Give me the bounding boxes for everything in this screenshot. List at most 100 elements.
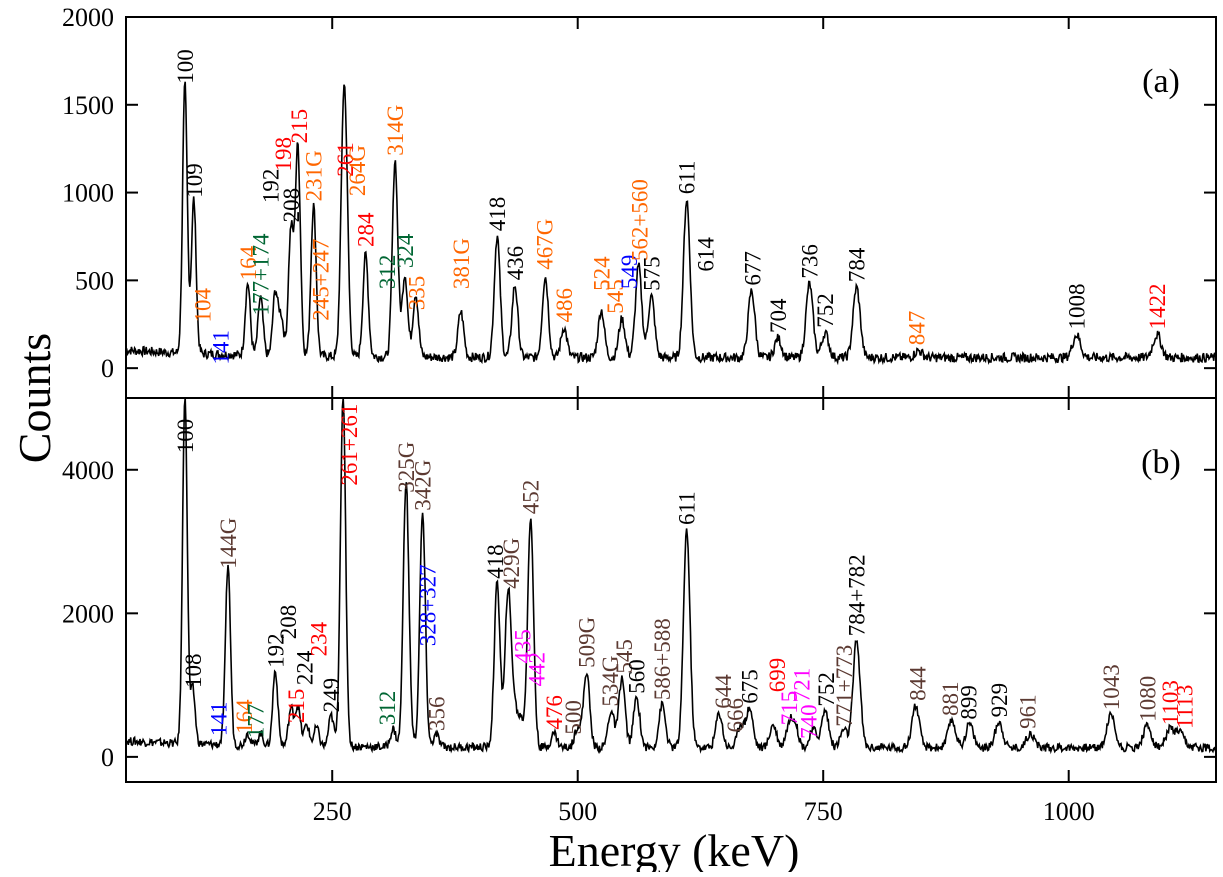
peak-label: 961 xyxy=(1016,694,1041,729)
peak-label: 611 xyxy=(675,161,700,195)
peak-label: 324 xyxy=(393,233,418,268)
peak-label: 245+247 xyxy=(308,239,333,321)
peak-label: 381G xyxy=(449,238,474,289)
peak-label: 545 xyxy=(612,639,637,674)
peak-label: 177 xyxy=(244,704,269,739)
peak-label: 335 xyxy=(405,276,430,311)
peak-label: 847 xyxy=(905,311,930,346)
peak-label: 208 xyxy=(276,605,301,640)
peak-label: 899 xyxy=(957,685,982,720)
peak-label: 476 xyxy=(542,695,567,730)
plot-frame-b xyxy=(125,397,1217,783)
peak-label: 418 xyxy=(485,197,510,232)
panel-label: (b) xyxy=(1141,444,1181,481)
peak-label: 704 xyxy=(766,298,791,333)
peak-label: 740 xyxy=(797,704,822,739)
peak-label: 715 xyxy=(777,691,802,726)
peak-label: 177+174 xyxy=(249,233,274,315)
panel-label: (a) xyxy=(1142,63,1180,100)
peak-label: 164 xyxy=(236,245,261,280)
peak-label: 164 xyxy=(232,699,257,734)
x-tick-label: 750 xyxy=(804,797,843,826)
x-tick-label: 500 xyxy=(558,797,597,826)
peak-label: 784+782 xyxy=(845,554,870,636)
x-axis-label: Energy (keV) xyxy=(549,825,800,872)
y-axis-label: Counts xyxy=(9,333,60,463)
peak-label: 675 xyxy=(738,669,763,704)
peak-label: 234 xyxy=(307,621,332,656)
peak-label: 435 xyxy=(511,629,536,664)
peak-label: 666 xyxy=(723,698,748,733)
peak-label: 418 xyxy=(483,544,508,579)
peak-label: 545 xyxy=(603,279,628,314)
spectrum-line-b xyxy=(125,397,1217,755)
peak-label: 784 xyxy=(845,247,870,282)
spectrum-line-a xyxy=(125,81,1217,366)
peak-label: 325G xyxy=(394,442,419,493)
peak-label: 752 xyxy=(814,672,839,707)
peak-label: 312 xyxy=(375,691,400,726)
peak-label: 192 xyxy=(263,633,288,668)
y-tick-label: 4000 xyxy=(62,456,114,485)
peak-label: 699 xyxy=(765,658,790,693)
peak-label: 224 xyxy=(293,650,318,685)
peak-label: 467G xyxy=(532,219,557,270)
peak-label: 264G xyxy=(345,145,370,196)
peak-label: 208 xyxy=(279,188,304,223)
y-tick-label: 2000 xyxy=(62,599,114,628)
peak-label: 192 xyxy=(258,169,283,204)
peak-label: 356 xyxy=(424,697,449,732)
peak-label: 452 xyxy=(519,480,544,515)
peak-label: 534G xyxy=(598,655,623,706)
peak-label: 524 xyxy=(589,256,614,291)
peak-label: 231G xyxy=(302,150,327,201)
peak-label: 342G xyxy=(411,460,436,511)
peak-label: 442 xyxy=(525,652,550,687)
peak-label: 881 xyxy=(938,682,963,717)
peak-label: 109 xyxy=(182,163,207,198)
peak-label: 929 xyxy=(987,683,1012,718)
peak-label: 500 xyxy=(561,700,586,735)
peak-label: 284 xyxy=(354,212,379,247)
peak-label: 644 xyxy=(711,674,736,709)
peak-label: 509G xyxy=(575,617,600,668)
peak-label: 844 xyxy=(906,666,931,701)
peak-label: 141 xyxy=(206,702,231,737)
peak-label: 141 xyxy=(208,330,233,365)
peak-label: 614 xyxy=(693,237,718,272)
panel-a: 0 500 1000 1500 2000 (a) 100 109 104 141 164177+17… xyxy=(62,3,1217,399)
peak-label: 261 xyxy=(333,142,358,177)
peak-label: 736 xyxy=(798,244,823,279)
peak-label: 575 xyxy=(639,256,664,291)
peak-label: 429G xyxy=(499,538,524,589)
peak-label: 1113 xyxy=(1173,685,1198,729)
peak-label: 562+560 xyxy=(628,179,653,261)
peak-label: 312 xyxy=(375,255,400,290)
peak-label: 144G xyxy=(216,518,241,569)
peak-label: 1043 xyxy=(1099,664,1124,710)
peak-label: 560 xyxy=(625,659,650,694)
peak-label: 328+327 xyxy=(416,564,441,646)
peak-label: 104 xyxy=(191,288,216,323)
peak-label: 586+588 xyxy=(650,618,675,700)
peak-label: 249 xyxy=(319,678,344,713)
peak-label: 1008 xyxy=(1065,284,1090,330)
peak-label: 436 xyxy=(503,246,528,281)
y-tick-label: 1000 xyxy=(62,179,114,208)
peak-label: 1422 xyxy=(1145,284,1170,330)
y-tick-label: 1500 xyxy=(62,91,114,120)
peak-label: 771+773 xyxy=(832,645,857,727)
peak-label: 215 xyxy=(284,689,309,724)
peak-label: 752 xyxy=(813,293,838,328)
peak-label: 314G xyxy=(383,105,408,156)
y-tick-label: 0 xyxy=(101,354,114,383)
peak-label: 1080 xyxy=(1135,676,1160,722)
peak-label: 215 xyxy=(287,109,312,144)
peak-label: 108 xyxy=(181,654,206,689)
y-tick-label: 0 xyxy=(101,743,114,772)
peak-label: 677 xyxy=(741,251,766,286)
peak-label: 261+261 xyxy=(337,404,362,486)
peak-label: 611 xyxy=(675,491,700,525)
